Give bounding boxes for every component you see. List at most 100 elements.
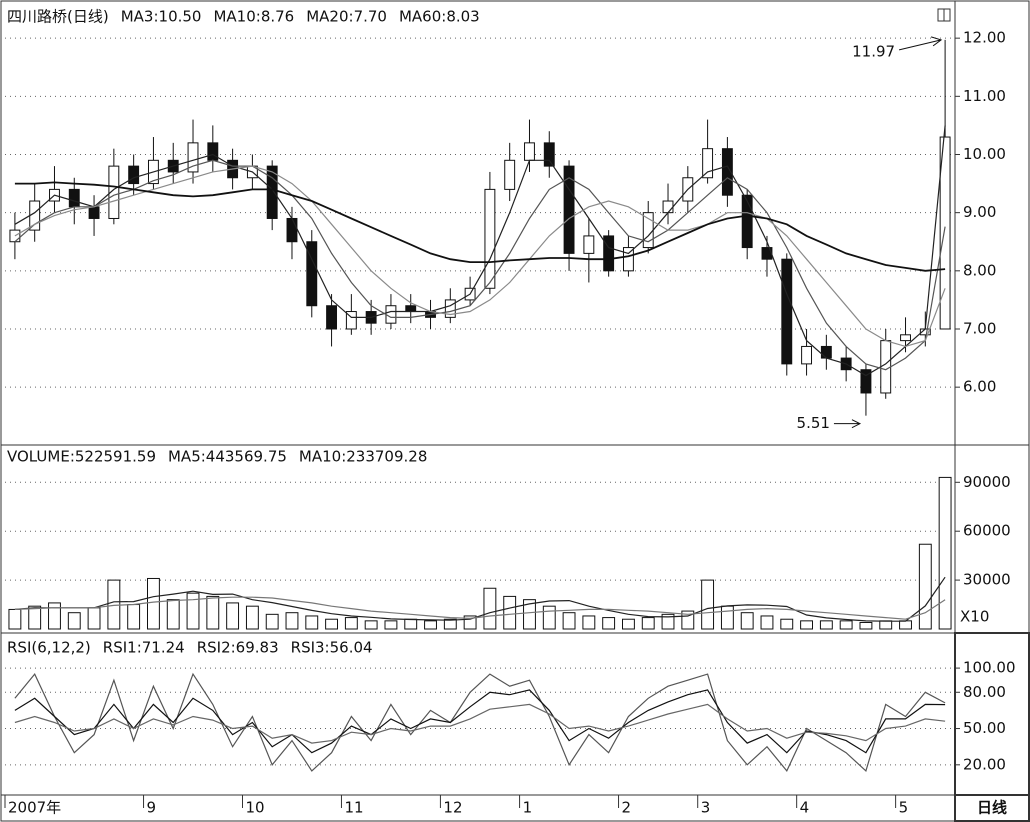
candle-body <box>900 334 911 342</box>
volume-bar <box>245 605 259 630</box>
candle-body <box>444 299 456 318</box>
volume-bar <box>483 587 497 630</box>
candle-body <box>88 206 100 219</box>
candle-body <box>405 305 417 313</box>
annotation-arrow <box>833 419 862 429</box>
chart-title: RSI(6,12,2) <box>7 639 91 657</box>
candle-body <box>68 188 80 208</box>
line-series <box>14 596 946 620</box>
x-tick-label: 4 <box>800 799 810 817</box>
candle-body <box>266 165 278 219</box>
chart-title: 四川路桥(日线) <box>7 8 109 26</box>
volume-bar <box>28 605 42 630</box>
volume-bar <box>800 620 813 630</box>
volume-bar <box>938 476 952 630</box>
volume-bar <box>8 608 22 630</box>
candle-body <box>504 159 516 190</box>
legend-entry: MA20:7.70 <box>306 8 387 26</box>
volume-bar <box>582 615 596 630</box>
volume-bar <box>740 612 754 630</box>
legend-entry: MA3:10.50 <box>121 8 202 26</box>
volume-bar <box>681 610 695 630</box>
x-tick-label: 2007年 <box>8 799 61 817</box>
line-series <box>14 703 946 744</box>
candle-body <box>385 305 397 324</box>
candle-body <box>9 229 21 243</box>
candle-body <box>524 142 535 161</box>
line-series <box>14 165 946 348</box>
candle-body <box>662 200 674 214</box>
legend-entry: MA5:443569.75 <box>168 448 287 466</box>
line-series <box>14 672 946 773</box>
legend-entry: MA10:233709.28 <box>299 448 427 466</box>
volume-bar <box>265 613 279 630</box>
candle-body <box>543 142 555 167</box>
line-series <box>14 181 946 272</box>
legend-entry: RSI1:71.24 <box>103 639 185 657</box>
x-tick-label: 1 <box>523 799 533 817</box>
volume-bar <box>523 599 536 630</box>
candle-body <box>702 148 714 179</box>
candle-body <box>326 305 338 330</box>
candle-body <box>603 235 615 272</box>
volume-bar <box>701 579 715 630</box>
legend-entry: RSI3:56.04 <box>291 639 373 657</box>
volume-bar <box>562 612 576 630</box>
volume-bar <box>206 595 220 630</box>
volume-bar <box>67 612 81 630</box>
volume-bar <box>325 618 338 630</box>
candle-body <box>781 258 793 365</box>
volume-bar <box>720 605 734 630</box>
legend-entry: MA10:8.76 <box>213 8 294 26</box>
y-tick-label: 20.00 <box>963 755 1006 773</box>
x-tick-label: 12 <box>443 799 462 817</box>
volume-bar <box>463 615 477 630</box>
volume-bar <box>364 620 378 630</box>
volume-bar <box>48 602 61 630</box>
volume-bar <box>147 577 160 630</box>
candle-body <box>880 340 892 394</box>
candle-body <box>741 194 753 249</box>
candle-body <box>286 217 298 243</box>
volume-bar <box>424 620 437 630</box>
volume-bar <box>127 604 141 630</box>
volume-bar <box>661 613 675 630</box>
volume-bar <box>819 620 833 630</box>
candle-body <box>108 165 120 219</box>
period-label: 日线 <box>977 799 1007 817</box>
candle-body <box>721 148 733 196</box>
candle-body <box>860 369 872 394</box>
candle-body <box>563 165 575 254</box>
legend-entry: RSI2:69.83 <box>197 639 279 657</box>
candle-body <box>801 345 813 365</box>
volume-bar <box>859 621 873 630</box>
volume-bar <box>918 543 932 630</box>
volume-bar <box>780 618 794 630</box>
volume-bar <box>384 620 398 630</box>
x-tick-label: 2 <box>622 799 632 817</box>
period-box <box>954 794 1030 822</box>
annotation: 5.51 <box>797 414 830 432</box>
line-series <box>14 576 946 622</box>
volume-bar <box>226 602 240 630</box>
legend-entry: MA60:8.03 <box>399 8 480 26</box>
volume-bar <box>641 617 655 630</box>
candle-body <box>939 136 951 330</box>
y-tick-label: 10.00 <box>963 145 1006 163</box>
y-tick-label: 11.00 <box>963 87 1006 105</box>
candle-body <box>306 241 318 307</box>
volume-bar <box>899 620 912 630</box>
volume-bar <box>760 615 774 630</box>
line-series <box>14 689 946 754</box>
candle-body <box>484 188 496 289</box>
x-tick-label: 9 <box>147 799 157 817</box>
candle-body <box>622 247 634 272</box>
annotation: 11.97 <box>852 42 895 60</box>
candle-body <box>128 165 140 185</box>
y-tick-label: 30000 <box>963 571 1011 589</box>
y-tick-label: 8.00 <box>963 261 996 279</box>
y-tick-label: 50.00 <box>963 719 1006 737</box>
volume-bar <box>87 607 101 630</box>
